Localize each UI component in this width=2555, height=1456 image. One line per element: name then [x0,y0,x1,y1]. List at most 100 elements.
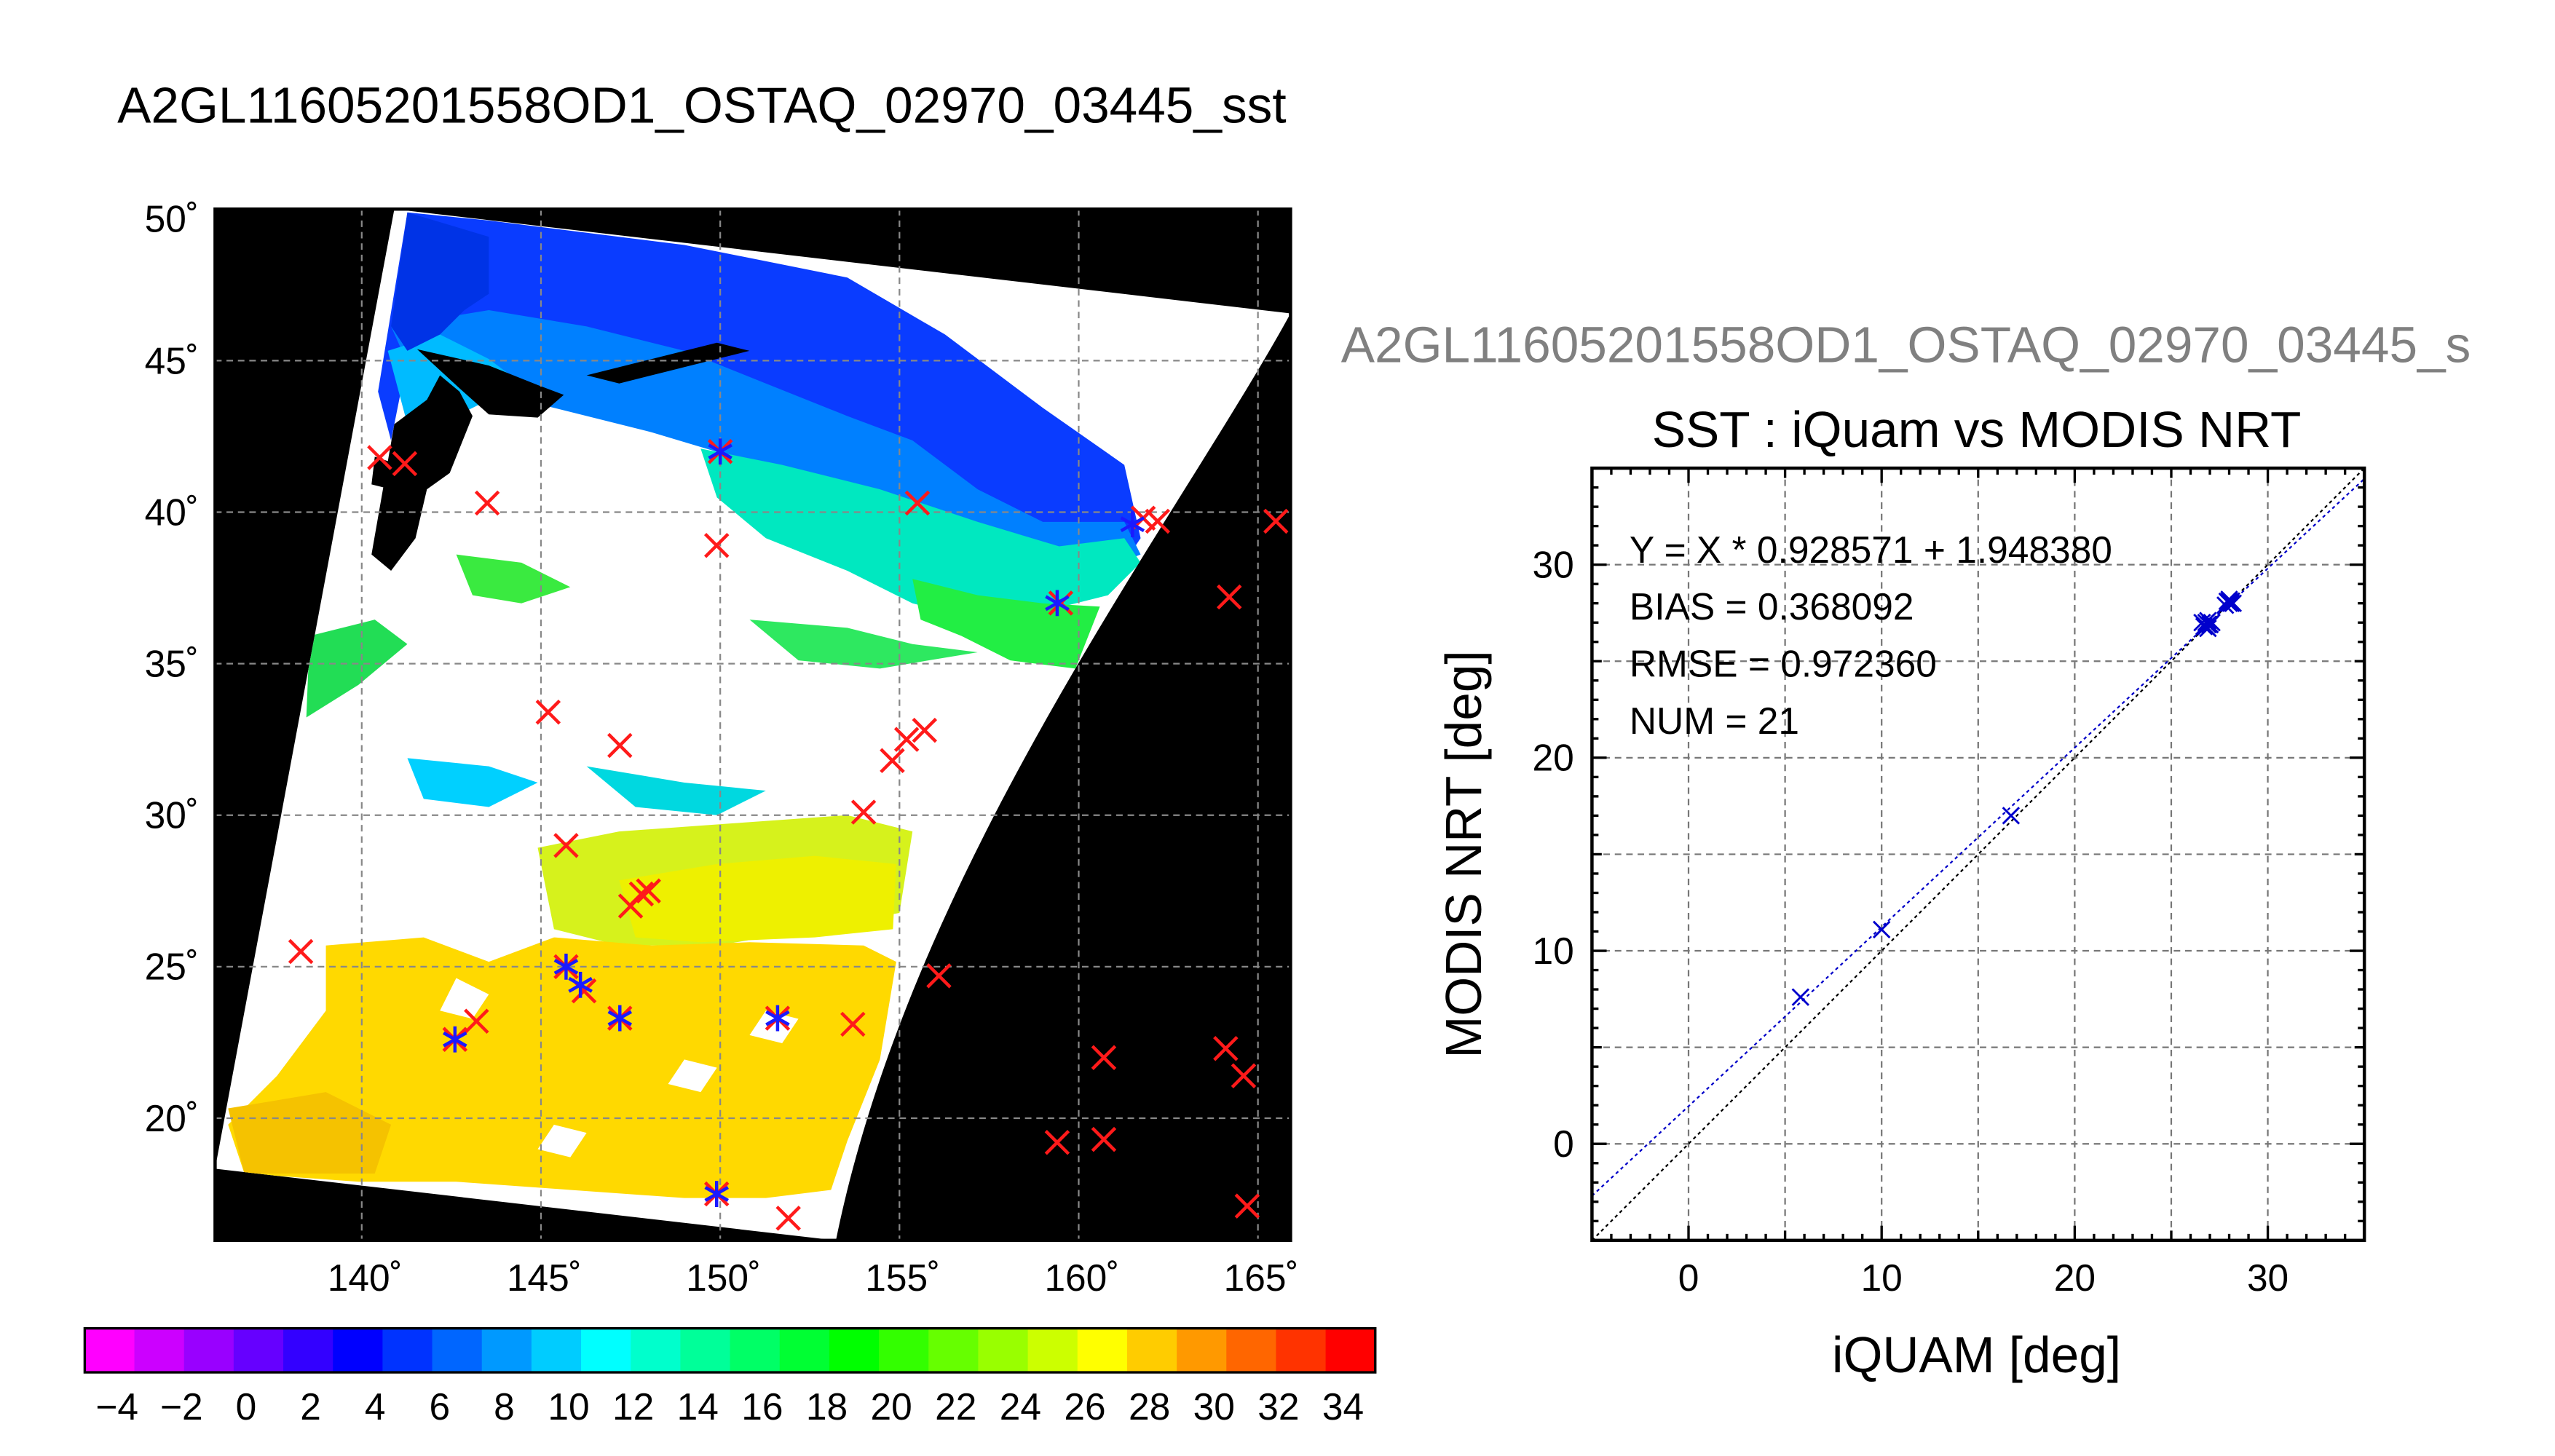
colorbar-tick-label: 34 [1322,1385,1364,1428]
scatter-point [2199,615,2217,634]
map-marker-red [553,833,579,858]
map-marker-red [703,533,730,558]
scatter-xtick-label: 10 [1861,1257,1903,1299]
annotation-bias: BIAS = 0.368092 [1630,585,1914,628]
scatter-points [1791,590,2243,1006]
map-marker-blue [1045,590,1070,617]
colorbar-cell [1077,1328,1129,1373]
map-lat-tick-35: 35˚ [145,643,199,685]
colorbar-cell [680,1328,731,1373]
colorbar-tick-label: 8 [494,1385,515,1428]
map-marker-red [1217,584,1242,610]
map-lat-tick-45: 45˚ [145,339,199,381]
scatter-point [2002,807,2021,825]
colorbar-tick-label: 22 [935,1385,976,1428]
map-markers-red [288,438,1289,1231]
colorbar-tick-label: 30 [1193,1385,1235,1428]
map-marker-red [1091,1045,1117,1070]
colorbar-tick-label: 6 [429,1385,450,1428]
map-marker-blue [568,971,593,998]
colorbar-cell [233,1328,285,1373]
map-marker-red [1231,1063,1257,1088]
map-lon-tick-145: 145˚ [507,1257,582,1299]
annotation-rmse: RMSE = 0.972360 [1630,643,1937,685]
map-panel: 140˚ 145˚ 150˚ 155˚ 160˚ 165˚ 20˚ 25˚ 30… [145,198,1299,1299]
map-lon-tick-160: 160˚ [1044,1257,1119,1299]
map-lat-tick-20: 20˚ [145,1097,199,1139]
colorbar-tick-label: 12 [612,1385,654,1428]
scatter-point [2220,592,2238,611]
colorbar-cell [134,1328,185,1373]
sst-field [228,212,1141,1198]
map-marker-red [367,445,392,470]
colorbar-tick-label: 24 [1000,1385,1041,1428]
colorbar-cell [283,1328,334,1373]
colorbar-cell [84,1328,135,1373]
map-lat-tick-50: 50˚ [145,198,199,240]
map-marker-red [1091,1126,1117,1152]
scatter-ytick-label: 0 [1553,1123,1574,1165]
map-marker-red [464,1008,489,1034]
map-marker-red [474,490,500,516]
colorbar-cell [382,1328,433,1373]
scatter-point [2200,615,2219,634]
scatter-panel: SST : iQuam vs MODIS NRT 0 10 20 30 0 10 20 30… [1435,401,2366,1383]
map-marker-red [1048,590,1074,616]
map-marker-red [880,748,905,774]
colorbar-tick-label: 28 [1129,1385,1170,1428]
map-marker-blue [1120,511,1145,538]
map-lon-tick-165: 165˚ [1224,1257,1299,1299]
map-markers-blue [443,438,1145,1207]
map-marker-blue [607,1005,633,1032]
scatter-point [1791,988,1810,1006]
colorbar-cell [1226,1328,1277,1373]
map-marker-blue [765,1005,790,1032]
map-lat-tick-25: 25˚ [145,946,199,988]
scatter-gridlines [1592,468,2365,1241]
map-marker-red [1234,1193,1260,1219]
colorbar-tick-label: 10 [548,1385,589,1428]
scatter-annotations: Y = X * 0.928571 + 1.948380 BIAS = 0.368… [1630,529,2112,742]
scatter-ylabel: MODIS NRT [deg] [1435,650,1492,1058]
figure-main-title: A2GL11605201558OD1_OSTAQ_02970_03445_sst [117,77,1286,134]
overlay-title: A2GL11605201558OD1_OSTAQ_02970_03445_s [1341,317,2471,373]
map-marker-red [535,699,561,725]
map-marker-red [1263,508,1289,534]
scatter-xtick-label: 20 [2054,1257,2096,1299]
map-marker-blue [708,438,732,465]
colorbar-cell [333,1328,384,1373]
colorbar-cell [829,1328,880,1373]
colorbar-cell [928,1328,979,1373]
colorbar-tick-label: 26 [1064,1385,1105,1428]
scatter-ytick-label: 30 [1533,544,1574,586]
scatter-xtick-labels: 0 10 20 30 [1678,1257,2289,1299]
colorbar-cell [432,1328,483,1373]
colorbar-tick-label: 2 [300,1385,321,1428]
colorbar-cell [531,1328,583,1373]
scatter-title: SST : iQuam vs MODIS NRT [1652,401,2302,458]
colorbar-cell [879,1328,930,1373]
scatter-ytick-label: 20 [1533,737,1574,779]
colorbar-tick-label: 32 [1257,1385,1299,1428]
colorbar-cell [779,1328,831,1373]
map-lon-tick-labels: 140˚ 145˚ 150˚ 155˚ 160˚ 165˚ [328,1257,1299,1299]
colorbar-tick-label: 16 [741,1385,783,1428]
map-marker-red [912,717,938,743]
map-lat-tick-30: 30˚ [145,794,199,836]
map-lat-tick-labels: 20˚ 25˚ 30˚ 35˚ 40˚ 45˚ 50˚ [145,198,199,1139]
colorbar-cell [978,1328,1029,1373]
map-marker-red [636,878,661,904]
colorbar-cell [1177,1328,1228,1373]
colorbar-cell [730,1328,781,1373]
scatter-xtick-label: 30 [2247,1257,2289,1299]
scatter-point [1872,920,1891,939]
map-lon-tick-150: 150˚ [686,1257,761,1299]
colorbar-tick-label: 4 [365,1385,386,1428]
colorbar-cell [1276,1328,1327,1373]
annotation-regression: Y = X * 0.928571 + 1.948380 [1630,529,2112,571]
map-gridlines [215,209,1291,1241]
colorbar-cell [1325,1328,1376,1373]
map-lon-tick-140: 140˚ [328,1257,403,1299]
map-lon-tick-155: 155˚ [865,1257,940,1299]
scatter-xlabel: iQUAM [deg] [1832,1326,2121,1383]
